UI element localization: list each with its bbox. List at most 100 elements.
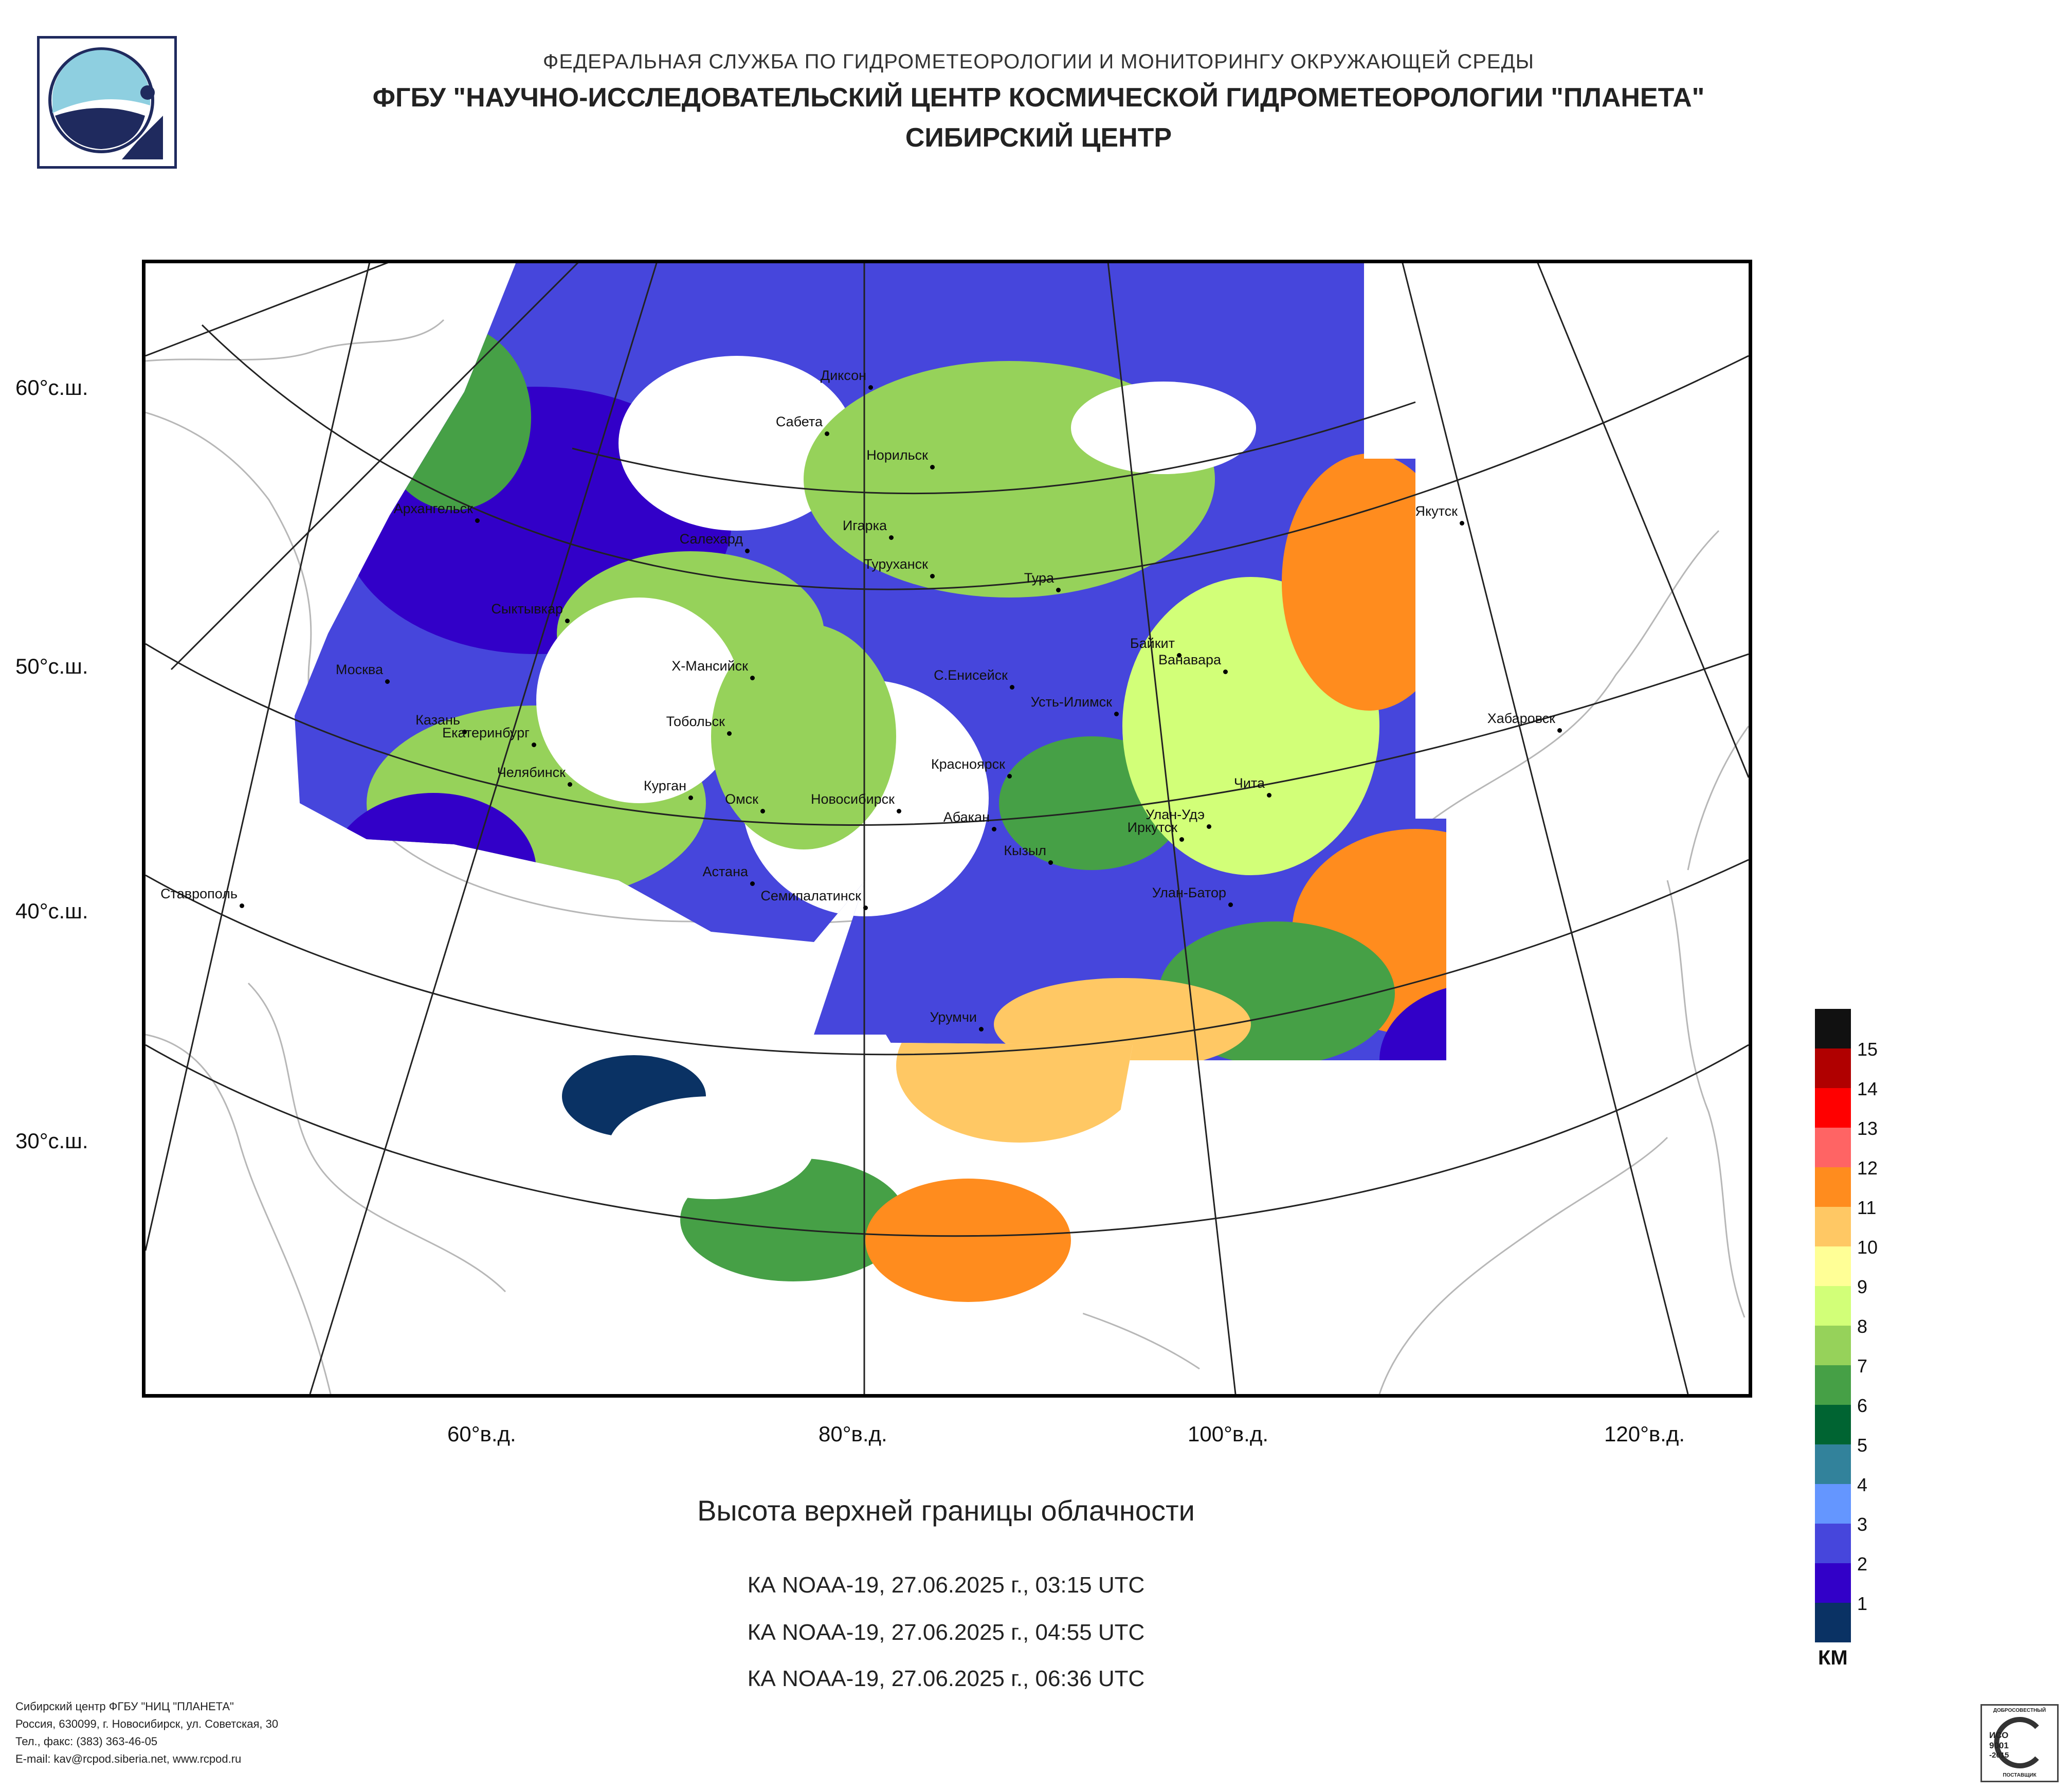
city-marker [1223, 670, 1228, 674]
cert-iso: ИСО [1989, 1730, 2009, 1740]
legend-swatch [1815, 1088, 1851, 1128]
legend-label: 5 [1857, 1435, 1868, 1456]
legend-label: 3 [1857, 1514, 1868, 1535]
planeta-logo-icon [48, 47, 163, 159]
city-marker [979, 1027, 984, 1032]
city-label: Челябинск [497, 765, 566, 780]
city-label: Байкит [1130, 636, 1175, 651]
product-title: Высота верхней границы облачности [697, 1494, 1195, 1527]
legend-swatch [1815, 1246, 1851, 1286]
city-marker [992, 827, 996, 831]
city-label: Норильск [866, 447, 928, 463]
city-label: Астана [702, 864, 748, 879]
center-title: ФГБУ "НАУЧНО-ИССЛЕДОВАТЕЛЬСКИЙ ЦЕНТР КОС… [372, 83, 1705, 113]
city-label: Екатеринбург [442, 725, 530, 740]
city-marker [1228, 902, 1233, 907]
legend-label: 1 [1857, 1593, 1868, 1614]
legend-label: 7 [1857, 1355, 1868, 1377]
city-label: Тура [1024, 570, 1054, 586]
city-marker [385, 679, 390, 684]
legend-swatch [1815, 1167, 1851, 1207]
meridian-140e [1537, 263, 1749, 778]
city-marker [1177, 653, 1182, 658]
city-marker [1460, 521, 1464, 526]
city-marker [1267, 793, 1271, 798]
legend-label: 9 [1857, 1276, 1868, 1297]
lon-label-120: 120°в.д. [1604, 1422, 1685, 1446]
city-label: Курган [643, 778, 686, 793]
city-label: Абакан [943, 809, 990, 825]
planeta-logo [37, 36, 177, 169]
lat-label-60: 60°с.ш. [15, 375, 88, 400]
city-label: Сабета [775, 414, 823, 429]
city-marker [568, 782, 572, 787]
city-marker [1179, 837, 1184, 842]
city-label: Чита [1233, 775, 1265, 791]
legend-swatch [1815, 1207, 1851, 1246]
city-label: Туруханск [864, 556, 928, 572]
legend-swatch [1815, 1326, 1851, 1365]
city-marker [750, 881, 755, 886]
city-label: Урумчи [930, 1009, 977, 1025]
city-label: Тобольск [666, 714, 725, 729]
agency-title: ФЕДЕРАЛЬНАЯ СЛУЖБА ПО ГИДРОМЕТЕОРОЛОГИИ … [542, 50, 1535, 73]
legend-label: 13 [1857, 1118, 1878, 1139]
city-marker [1010, 685, 1014, 690]
city-label: Семипалатинск [760, 888, 861, 903]
city-label: Ставрополь [160, 886, 238, 901]
city-marker [863, 906, 868, 910]
meridian-120e [1402, 263, 1689, 1394]
city-label: Салехард [679, 531, 743, 547]
meridian-50e [146, 263, 371, 1251]
city-marker [462, 730, 467, 734]
legend-swatch [1815, 1484, 1851, 1524]
pass-info-1: КА NOAA-19, 27.06.2025 г., 03:15 UTC [747, 1572, 1145, 1598]
legend-label: 2 [1857, 1553, 1868, 1575]
legend-label: 4 [1857, 1474, 1868, 1495]
city-label: Х-Мансийск [671, 658, 748, 674]
cert-2015: -2015 [1989, 1751, 2009, 1760]
meridian-100e [1107, 263, 1237, 1394]
legend-label: 11 [1857, 1197, 1877, 1218]
city-label: Хабаровск [1487, 711, 1555, 726]
city-marker [889, 535, 894, 540]
city-label: Сыктывкар [491, 601, 563, 617]
cloud-top-map: Диксон Сабета Норильск Архангельск Игарка Сал… [142, 260, 1752, 1398]
city-marker [688, 795, 693, 800]
city-label: С.Енисейск [934, 667, 1008, 683]
cert-9001: 9001 [1989, 1741, 2009, 1750]
legend-swatch [1815, 1603, 1851, 1642]
city-marker [240, 903, 244, 908]
city-label: Новосибирск [810, 791, 895, 807]
lon-label-100: 100°в.д. [1188, 1422, 1269, 1446]
city-marker [727, 731, 732, 736]
city-marker [760, 809, 765, 813]
city-label: Ванавара [1158, 652, 1221, 667]
lat-label-40: 40°с.ш. [15, 899, 88, 923]
city-marker [868, 385, 873, 390]
legend-swatch [1815, 1405, 1851, 1444]
city-label: Казань [415, 712, 460, 728]
legend-unit: КМ [1818, 1647, 1848, 1669]
city-marker [1056, 588, 1061, 592]
certificate-icon [1994, 1717, 2039, 1768]
city-label: Улан-Удэ [1146, 807, 1205, 822]
legend-swatch [1815, 1524, 1851, 1563]
legend-swatch [1815, 1128, 1851, 1167]
legend-label: 14 [1857, 1078, 1878, 1099]
city-label: Якутск [1415, 503, 1458, 519]
legend-swatch [1815, 1286, 1851, 1326]
meridian-40e [170, 263, 579, 671]
legend-label: 10 [1857, 1237, 1878, 1258]
city-marker [1048, 860, 1053, 865]
city-marker [532, 743, 536, 747]
lon-label-60: 60°в.д. [447, 1422, 516, 1446]
city-label: Иркутск [1127, 820, 1177, 835]
parallel-60n [201, 324, 1749, 590]
city-label: Кызыл [1004, 843, 1046, 858]
parallel-50n [146, 643, 1749, 826]
legend-label: 6 [1857, 1395, 1868, 1416]
legend-swatch [1815, 1048, 1851, 1088]
cert-top-text: ДОБРОСОВЕСТНЫЙ [1993, 1708, 2046, 1713]
footer-phone: Тел., факс: (383) 363-46-05 [15, 1735, 158, 1748]
